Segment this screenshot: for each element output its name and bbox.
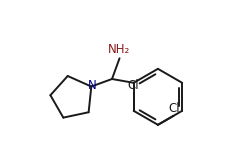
Text: N: N xyxy=(88,79,96,92)
Text: Cl: Cl xyxy=(127,79,139,92)
Text: Cl: Cl xyxy=(168,102,179,115)
Text: NH₂: NH₂ xyxy=(107,43,129,56)
